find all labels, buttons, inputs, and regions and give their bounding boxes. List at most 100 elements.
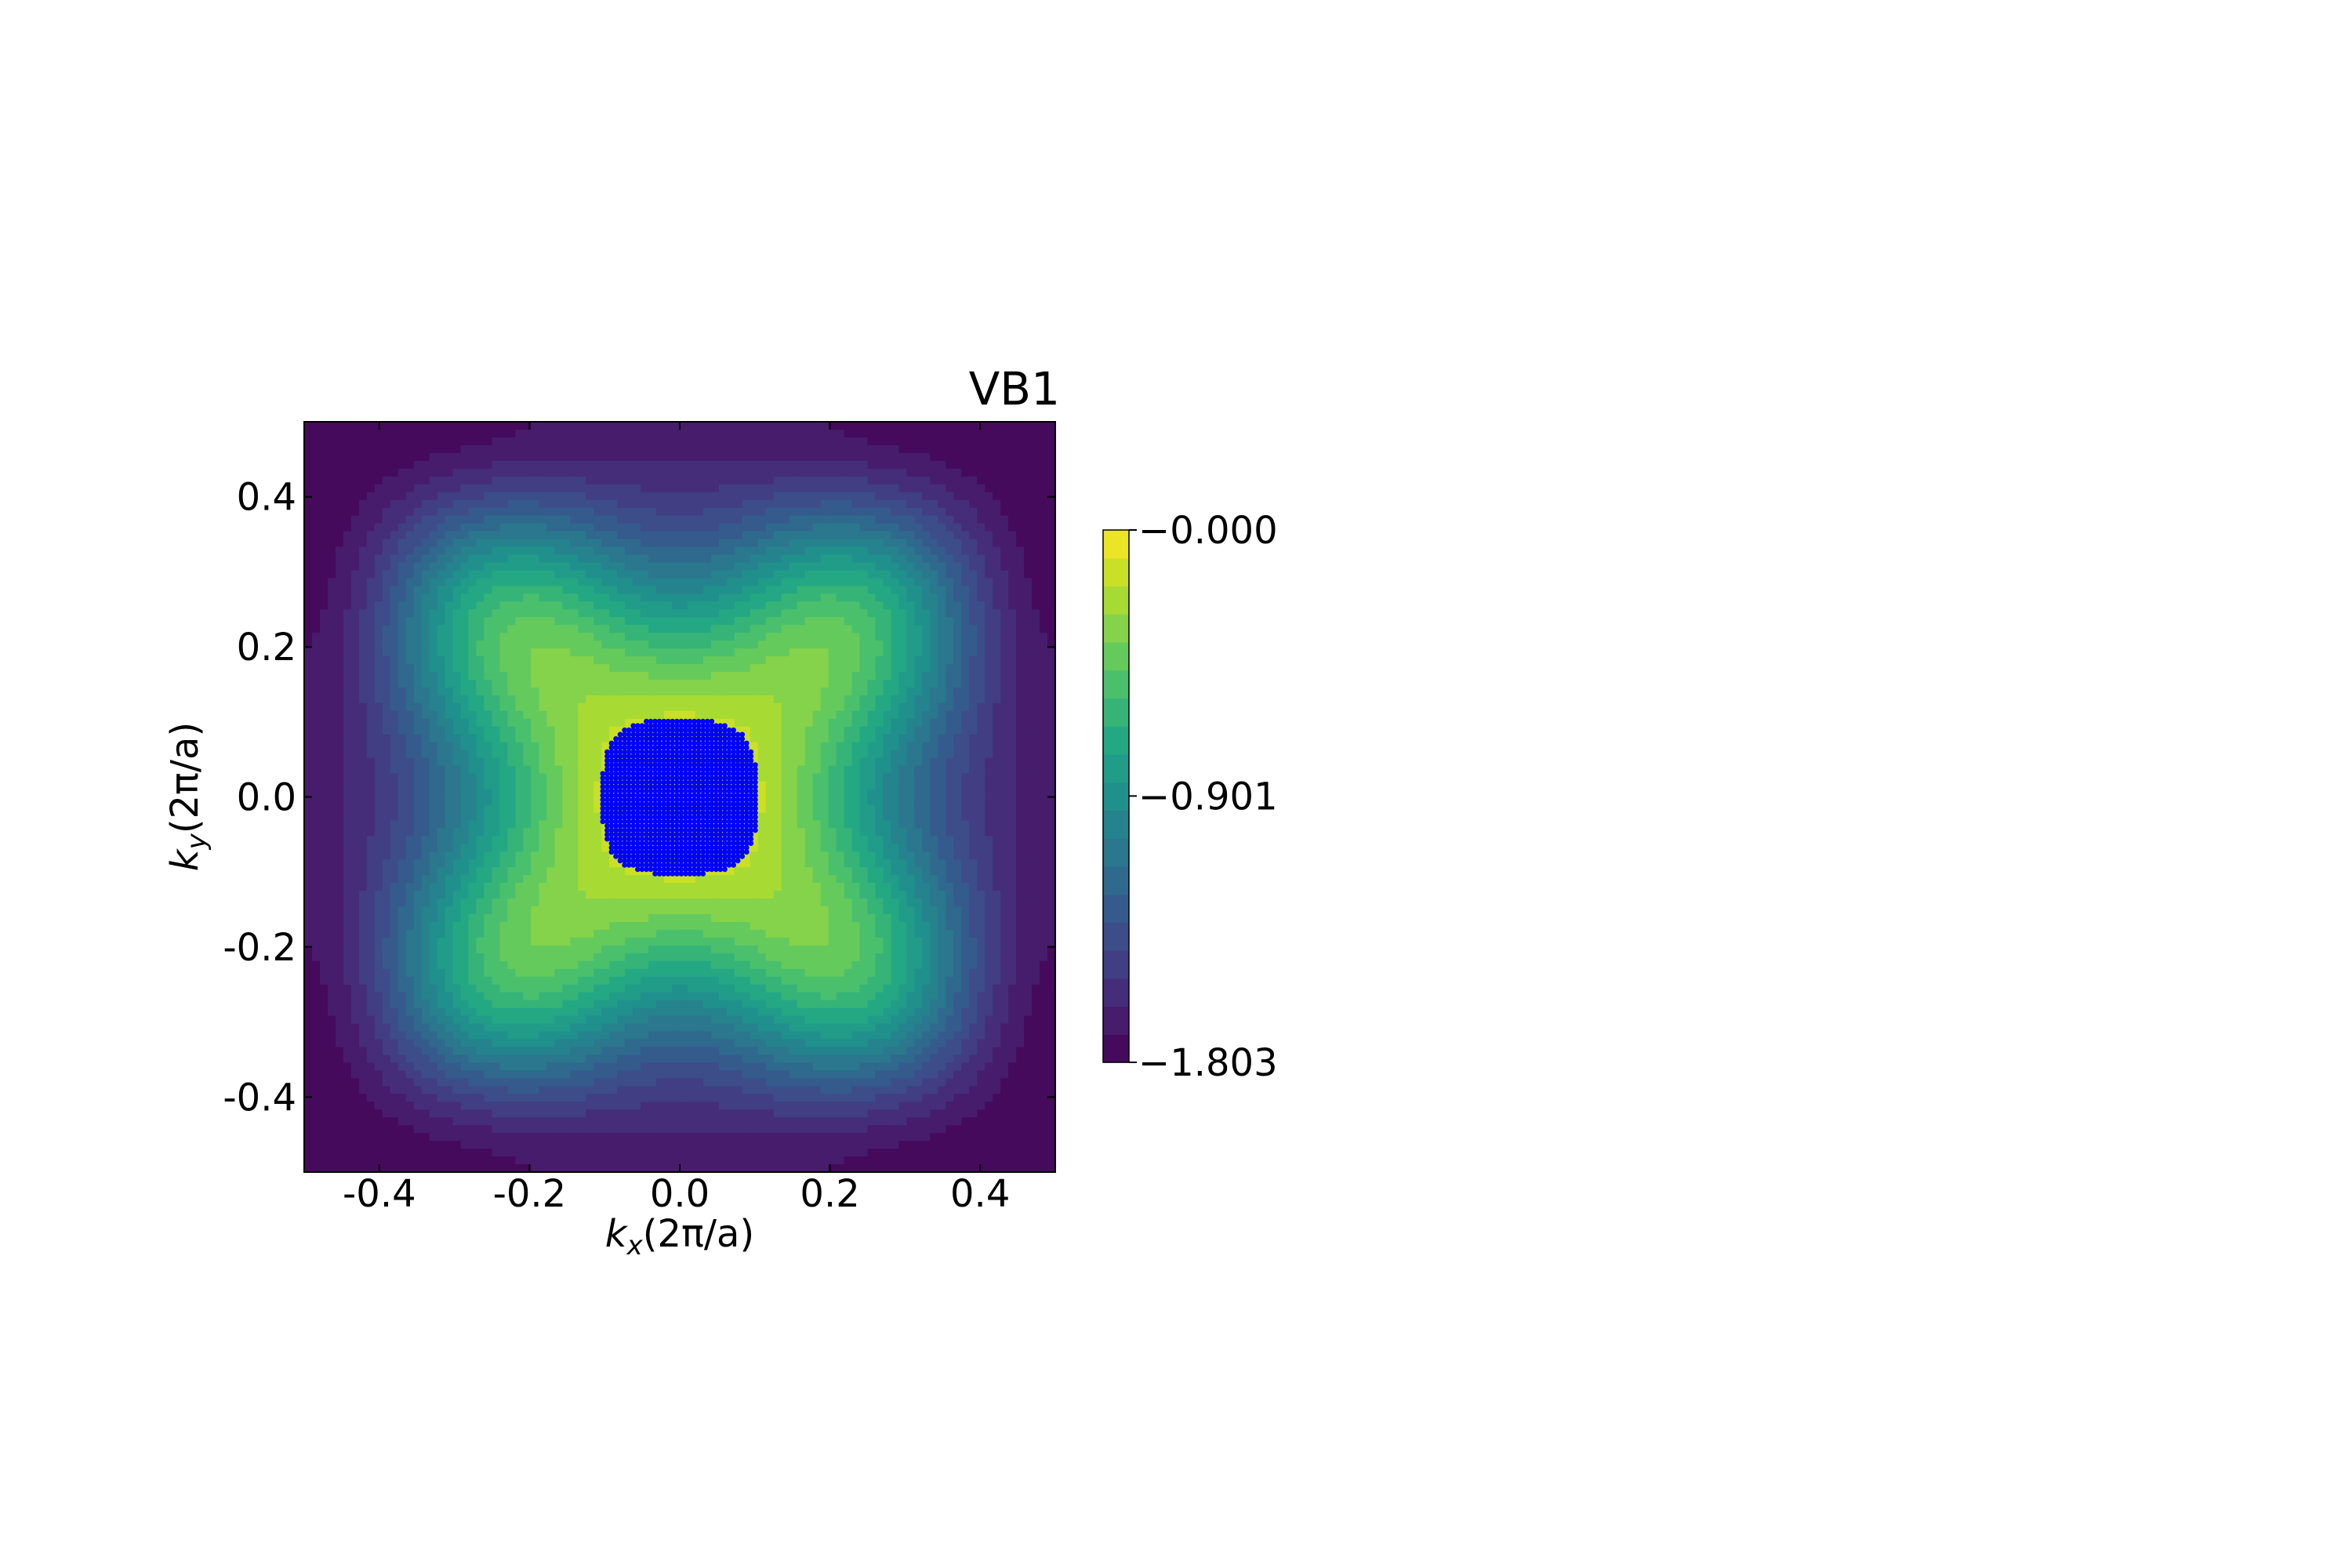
contour-cell	[601, 648, 610, 657]
contour-cell	[390, 1117, 399, 1126]
contour-cell	[350, 883, 360, 891]
contour-cell	[617, 1007, 626, 1017]
contour-cell	[578, 828, 586, 837]
contour-cell	[625, 1023, 633, 1033]
contour-cell	[570, 515, 579, 524]
contour-cell	[405, 742, 415, 751]
contour-cell	[515, 891, 524, 899]
contour-cell	[664, 656, 673, 665]
contour-cell	[460, 664, 470, 673]
contour-cell	[609, 992, 618, 1001]
contour-cell	[358, 922, 368, 931]
contour-cell	[702, 1078, 712, 1087]
contour-cell	[648, 750, 657, 759]
contour-cell	[702, 1164, 712, 1172]
contour-cell	[562, 523, 571, 532]
contour-cell	[484, 844, 493, 852]
contour-cell	[507, 656, 517, 665]
contour-cell	[499, 844, 509, 852]
contour-cell	[562, 679, 571, 688]
contour-cell	[460, 484, 470, 493]
contour-cell	[390, 492, 399, 501]
contour-cell	[617, 1164, 626, 1172]
contour-cell	[570, 1007, 579, 1017]
contour-cell	[570, 953, 579, 962]
contour-cell	[343, 554, 352, 564]
contour-cell	[484, 906, 493, 915]
contour-cell	[680, 499, 688, 509]
contour-cell	[382, 891, 391, 899]
contour-cell	[515, 992, 524, 1001]
contour-cell	[445, 422, 454, 430]
contour-cell	[531, 1078, 539, 1087]
contour-cell	[382, 797, 391, 806]
contour-cell	[672, 460, 681, 470]
contour-cell	[311, 757, 321, 767]
contour-cell	[702, 898, 712, 907]
contour-cell	[515, 554, 524, 564]
contour-cell	[421, 570, 430, 579]
contour-cell	[499, 937, 509, 946]
contour-cell	[601, 702, 610, 712]
contour-cell	[319, 1086, 328, 1094]
contour-cell	[641, 695, 649, 704]
contour-cell	[593, 976, 602, 985]
contour-cell	[531, 523, 539, 532]
contour-cell	[366, 609, 376, 618]
contour-cell	[507, 1156, 517, 1165]
contour-cell	[421, 992, 430, 1001]
contour-cell	[476, 1125, 485, 1134]
contour-cell	[609, 710, 618, 720]
contour-cell	[437, 992, 446, 1001]
contour-cell	[319, 898, 328, 907]
contour-cell	[382, 1109, 391, 1118]
contour-cell	[656, 929, 665, 938]
contour-cell	[554, 804, 563, 814]
contour-cell	[327, 437, 336, 446]
contour-cell	[680, 891, 688, 899]
contour-cell	[304, 617, 313, 626]
contour-cell	[311, 625, 321, 633]
contour-cell	[680, 945, 688, 954]
contour-cell	[397, 593, 407, 602]
contour-cell	[601, 1054, 610, 1064]
contour-cell	[586, 601, 594, 610]
contour-cell	[460, 976, 470, 985]
contour-cell	[593, 452, 602, 462]
contour-cell	[507, 460, 517, 470]
contour-cell	[374, 578, 383, 586]
contour-cell	[405, 875, 415, 884]
contour-cell	[390, 554, 399, 564]
contour-cell	[609, 539, 618, 548]
contour-cell	[499, 468, 509, 477]
contour-cell	[335, 718, 344, 728]
contour-cell	[546, 859, 555, 868]
contour-cell	[680, 1164, 688, 1172]
contour-cell	[311, 937, 321, 946]
contour-cell	[531, 906, 539, 915]
contour-cell	[413, 1062, 423, 1072]
contour-cell	[664, 953, 673, 962]
contour-cell	[601, 1078, 610, 1087]
contour-cell	[468, 1094, 477, 1102]
contour-cell	[499, 1062, 509, 1072]
contour-cell	[311, 586, 321, 594]
contour-cell	[358, 476, 368, 485]
contour-cell	[499, 539, 509, 548]
contour-cell	[664, 664, 673, 673]
contour-cell	[593, 922, 602, 931]
contour-cell	[578, 945, 586, 954]
contour-cell	[460, 1102, 470, 1110]
contour-cell	[523, 726, 532, 735]
contour-cell	[343, 1086, 352, 1094]
contour-cell	[586, 539, 594, 548]
contour-cell	[374, 797, 383, 806]
contour-cell	[664, 507, 673, 517]
contour-cell	[429, 851, 438, 860]
contour-cell	[539, 515, 547, 524]
contour-cell	[405, 851, 415, 860]
contour-cell	[429, 492, 438, 501]
contour-cell	[468, 1109, 477, 1118]
contour-cell	[460, 601, 470, 610]
contour-cell	[656, 554, 665, 564]
